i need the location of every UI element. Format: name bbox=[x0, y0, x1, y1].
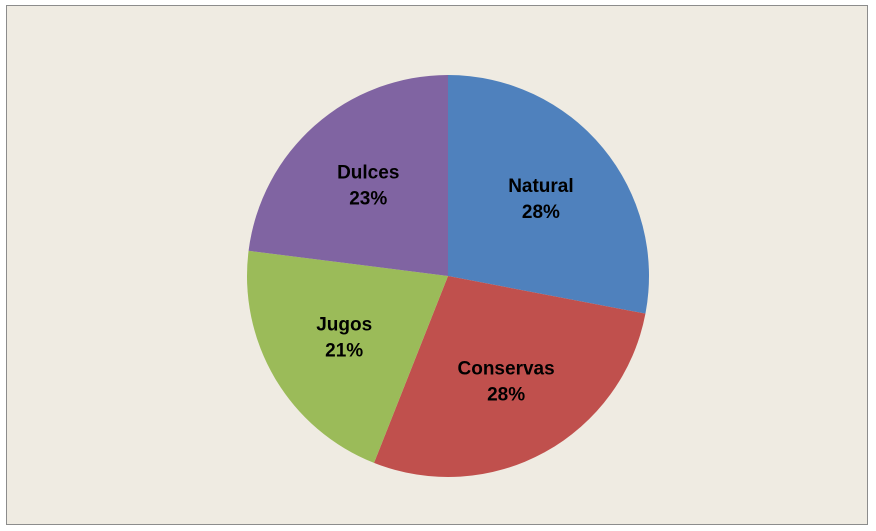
pie-slice-conservas bbox=[374, 276, 646, 477]
pie-slice-jugos bbox=[247, 250, 448, 463]
data-label-name-natural: Natural bbox=[508, 176, 573, 197]
data-label-percent-dulces: 23% bbox=[349, 189, 387, 210]
data-label-percent-natural: 28% bbox=[522, 202, 560, 223]
pie-slice-dulces bbox=[248, 75, 448, 276]
pie-slice-natural bbox=[448, 75, 650, 314]
data-label-name-dulces: Dulces bbox=[337, 163, 399, 184]
pie-data-labels: Natural 28% Conservas 28% Jugos 21% Dulces 23% bbox=[316, 163, 573, 406]
data-label-name-jugos: Jugos bbox=[316, 314, 372, 335]
pie-slices bbox=[247, 75, 650, 477]
data-label-percent-conservas: 28% bbox=[487, 385, 525, 406]
data-label-name-conservas: Conservas bbox=[458, 359, 555, 380]
data-label-percent-jugos: 21% bbox=[325, 340, 363, 361]
